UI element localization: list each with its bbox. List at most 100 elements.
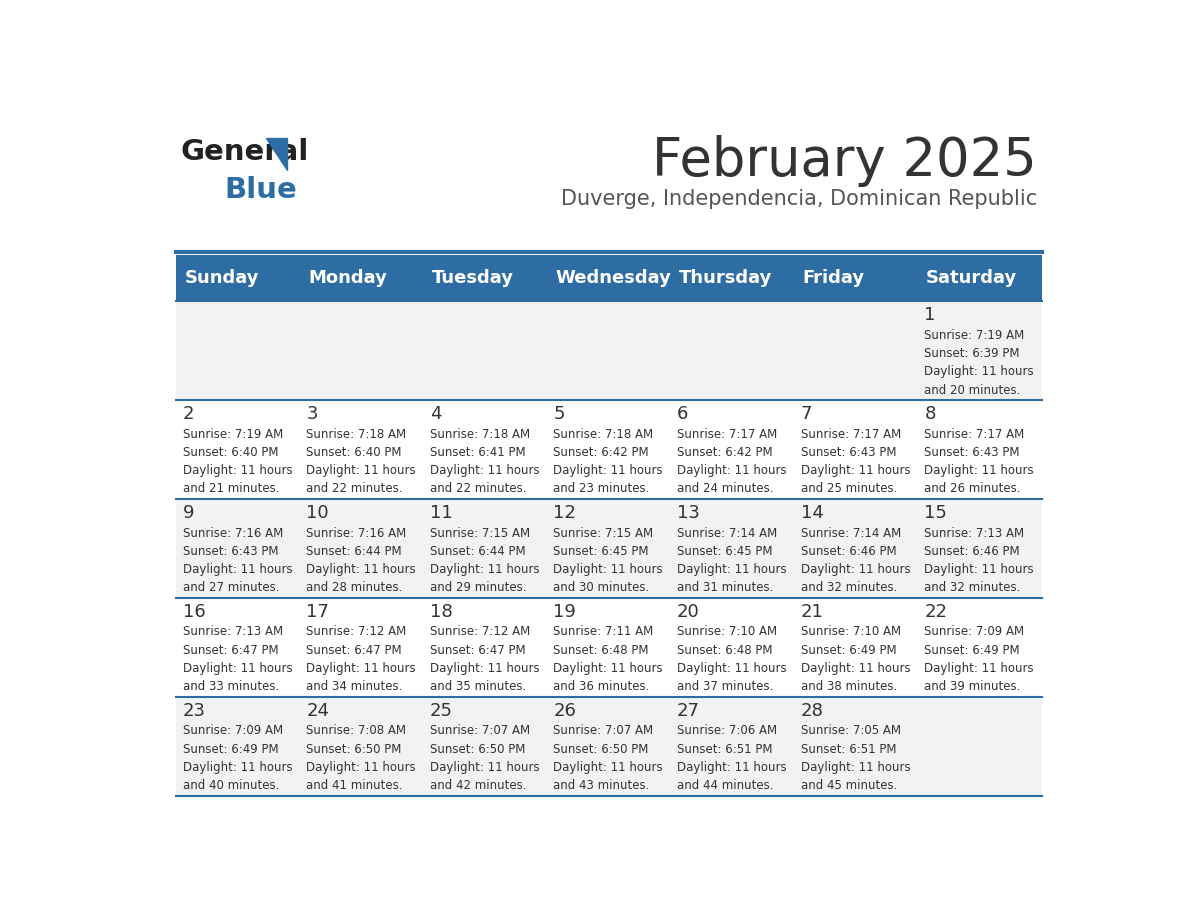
Text: Daylight: 11 hours: Daylight: 11 hours — [430, 465, 539, 477]
Text: Sunrise: 7:13 AM: Sunrise: 7:13 AM — [183, 625, 283, 638]
Text: Sunset: 6:46 PM: Sunset: 6:46 PM — [924, 544, 1020, 558]
Text: and 32 minutes.: and 32 minutes. — [801, 581, 897, 595]
Text: Sunrise: 7:18 AM: Sunrise: 7:18 AM — [307, 428, 406, 441]
Bar — [299, 697, 423, 796]
Text: Daylight: 11 hours: Daylight: 11 hours — [554, 761, 663, 774]
Text: Sunrise: 7:16 AM: Sunrise: 7:16 AM — [183, 527, 283, 540]
Text: Sunset: 6:43 PM: Sunset: 6:43 PM — [801, 446, 896, 459]
Text: 25: 25 — [430, 701, 453, 720]
Text: Sunrise: 7:07 AM: Sunrise: 7:07 AM — [554, 724, 653, 737]
Text: and 36 minutes.: and 36 minutes. — [554, 680, 650, 693]
Text: Sunset: 6:47 PM: Sunset: 6:47 PM — [307, 644, 402, 656]
Text: and 21 minutes.: and 21 minutes. — [183, 483, 279, 496]
Text: Duverge, Independencia, Dominican Republic: Duverge, Independencia, Dominican Republ… — [561, 189, 1037, 209]
Text: Sunrise: 7:09 AM: Sunrise: 7:09 AM — [924, 625, 1024, 638]
Text: and 24 minutes.: and 24 minutes. — [677, 483, 773, 496]
Text: and 31 minutes.: and 31 minutes. — [677, 581, 773, 595]
Bar — [546, 400, 671, 498]
Text: Sunset: 6:45 PM: Sunset: 6:45 PM — [677, 544, 772, 558]
Text: 27: 27 — [677, 701, 700, 720]
Bar — [671, 598, 795, 697]
Text: and 33 minutes.: and 33 minutes. — [183, 680, 279, 693]
Text: Daylight: 11 hours: Daylight: 11 hours — [554, 662, 663, 675]
Text: and 35 minutes.: and 35 minutes. — [430, 680, 526, 693]
Text: Sunrise: 7:05 AM: Sunrise: 7:05 AM — [801, 724, 901, 737]
Bar — [918, 400, 1042, 498]
Text: Sunrise: 7:10 AM: Sunrise: 7:10 AM — [677, 625, 777, 638]
Text: and 38 minutes.: and 38 minutes. — [801, 680, 897, 693]
Text: and 25 minutes.: and 25 minutes. — [801, 483, 897, 496]
Text: and 37 minutes.: and 37 minutes. — [677, 680, 773, 693]
Text: Sunday: Sunday — [184, 269, 259, 287]
Text: Sunset: 6:41 PM: Sunset: 6:41 PM — [430, 446, 525, 459]
Text: Sunrise: 7:17 AM: Sunrise: 7:17 AM — [801, 428, 901, 441]
Text: 8: 8 — [924, 405, 936, 423]
Text: 26: 26 — [554, 701, 576, 720]
Text: Daylight: 11 hours: Daylight: 11 hours — [677, 563, 786, 577]
Bar — [176, 598, 299, 697]
Text: Wednesday: Wednesday — [555, 269, 671, 287]
Text: Sunrise: 7:06 AM: Sunrise: 7:06 AM — [677, 724, 777, 737]
Text: Daylight: 11 hours: Daylight: 11 hours — [924, 365, 1034, 378]
Text: Sunset: 6:45 PM: Sunset: 6:45 PM — [554, 544, 649, 558]
Text: Daylight: 11 hours: Daylight: 11 hours — [801, 662, 910, 675]
Bar — [795, 400, 918, 498]
Text: Daylight: 11 hours: Daylight: 11 hours — [677, 465, 786, 477]
Text: 14: 14 — [801, 504, 823, 521]
Text: Daylight: 11 hours: Daylight: 11 hours — [307, 761, 416, 774]
Text: Sunset: 6:47 PM: Sunset: 6:47 PM — [430, 644, 525, 656]
Bar — [423, 400, 546, 498]
Text: Sunset: 6:43 PM: Sunset: 6:43 PM — [183, 544, 278, 558]
Text: Daylight: 11 hours: Daylight: 11 hours — [307, 465, 416, 477]
Bar — [918, 598, 1042, 697]
Text: 18: 18 — [430, 603, 453, 621]
Bar — [546, 498, 671, 598]
Text: Sunset: 6:43 PM: Sunset: 6:43 PM — [924, 446, 1019, 459]
Bar — [423, 598, 546, 697]
Text: Sunset: 6:40 PM: Sunset: 6:40 PM — [307, 446, 402, 459]
Bar — [671, 697, 795, 796]
Text: and 43 minutes.: and 43 minutes. — [554, 779, 650, 792]
Text: Daylight: 11 hours: Daylight: 11 hours — [183, 563, 292, 577]
Text: Sunset: 6:44 PM: Sunset: 6:44 PM — [430, 544, 525, 558]
Text: 7: 7 — [801, 405, 813, 423]
Text: 11: 11 — [430, 504, 453, 521]
Text: 6: 6 — [677, 405, 689, 423]
Bar — [671, 498, 795, 598]
Text: 5: 5 — [554, 405, 565, 423]
Text: Daylight: 11 hours: Daylight: 11 hours — [183, 662, 292, 675]
Text: and 34 minutes.: and 34 minutes. — [307, 680, 403, 693]
Bar — [299, 400, 423, 498]
Text: 9: 9 — [183, 504, 194, 521]
Text: Sunset: 6:39 PM: Sunset: 6:39 PM — [924, 347, 1019, 360]
Bar — [176, 301, 299, 400]
Bar — [795, 598, 918, 697]
Text: Sunset: 6:50 PM: Sunset: 6:50 PM — [430, 743, 525, 756]
Text: and 30 minutes.: and 30 minutes. — [554, 581, 650, 595]
Text: Daylight: 11 hours: Daylight: 11 hours — [183, 761, 292, 774]
Text: Daylight: 11 hours: Daylight: 11 hours — [430, 563, 539, 577]
Text: Sunset: 6:50 PM: Sunset: 6:50 PM — [554, 743, 649, 756]
Text: Daylight: 11 hours: Daylight: 11 hours — [924, 465, 1034, 477]
Text: Sunrise: 7:10 AM: Sunrise: 7:10 AM — [801, 625, 901, 638]
Text: and 40 minutes.: and 40 minutes. — [183, 779, 279, 792]
Text: Sunset: 6:42 PM: Sunset: 6:42 PM — [677, 446, 772, 459]
Text: Monday: Monday — [308, 269, 387, 287]
Bar — [299, 498, 423, 598]
Text: Sunset: 6:48 PM: Sunset: 6:48 PM — [677, 644, 772, 656]
Text: Daylight: 11 hours: Daylight: 11 hours — [677, 761, 786, 774]
Text: Sunrise: 7:07 AM: Sunrise: 7:07 AM — [430, 724, 530, 737]
Text: Sunrise: 7:09 AM: Sunrise: 7:09 AM — [183, 724, 283, 737]
Text: Daylight: 11 hours: Daylight: 11 hours — [677, 662, 786, 675]
Text: 3: 3 — [307, 405, 317, 423]
Bar — [795, 301, 918, 400]
Text: Sunset: 6:44 PM: Sunset: 6:44 PM — [307, 544, 402, 558]
Text: Sunrise: 7:16 AM: Sunrise: 7:16 AM — [307, 527, 406, 540]
Text: 23: 23 — [183, 701, 206, 720]
Bar — [918, 498, 1042, 598]
Text: 2: 2 — [183, 405, 194, 423]
Text: and 44 minutes.: and 44 minutes. — [677, 779, 773, 792]
Text: Sunset: 6:51 PM: Sunset: 6:51 PM — [801, 743, 896, 756]
Text: and 29 minutes.: and 29 minutes. — [430, 581, 526, 595]
Bar — [423, 697, 546, 796]
